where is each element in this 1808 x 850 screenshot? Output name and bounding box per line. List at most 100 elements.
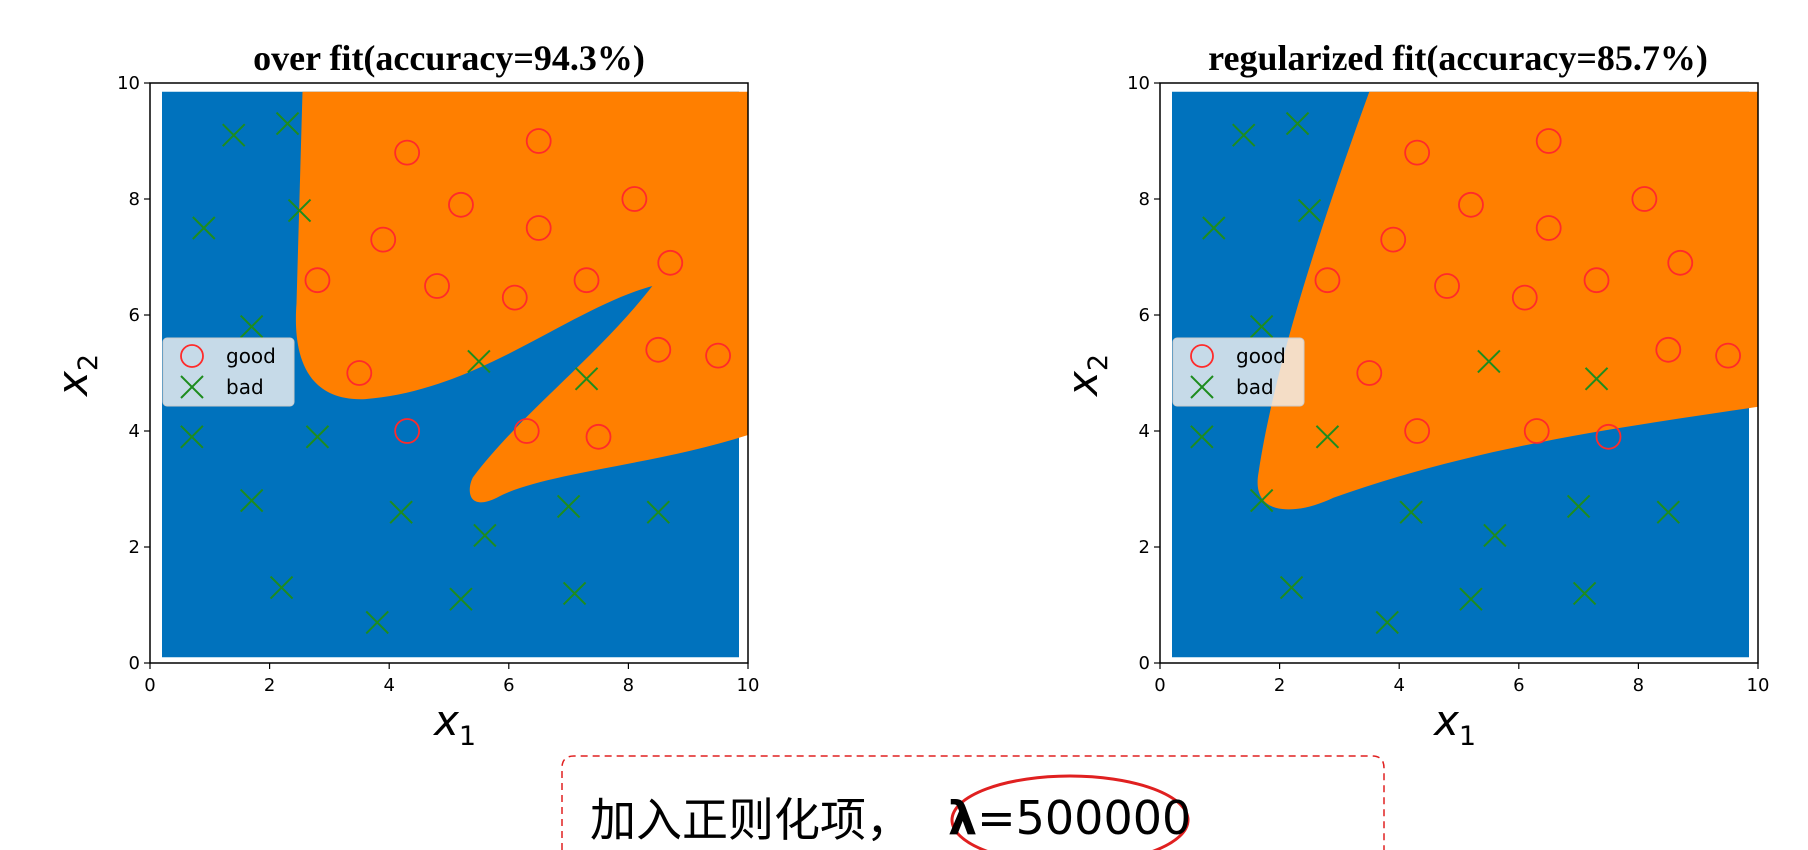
bad-point (556, 494, 581, 519)
good-point (621, 186, 648, 212)
y-tick-label: 6 (1139, 305, 1150, 326)
good-point (705, 342, 731, 369)
good-point (1511, 284, 1538, 311)
chart-title: regularized fit(accuracy=85.7%) (1208, 38, 1708, 78)
good-point (394, 139, 421, 166)
bad-point (269, 575, 294, 600)
x-tick-label: 6 (1513, 675, 1524, 696)
good-point (573, 267, 600, 294)
bad-point (1375, 610, 1399, 635)
bad-point (1584, 367, 1609, 391)
good-point (1404, 418, 1431, 444)
scatter-markers (1190, 111, 1741, 635)
y-tick-label: 0 (129, 653, 140, 674)
bad-point (574, 367, 599, 391)
y-tick-label: 8 (1139, 189, 1150, 210)
legend-label-good: good (226, 344, 276, 368)
x-tick-label: 4 (383, 675, 394, 696)
bad-point (1297, 198, 1322, 223)
good-point (525, 128, 552, 154)
y-tick-label: 0 (1139, 653, 1150, 674)
bad-point (1202, 216, 1226, 240)
y-tick-label: 10 (1127, 73, 1150, 94)
y-tick-label: 2 (1139, 537, 1150, 558)
x-tick-label: 4 (1393, 675, 1404, 696)
bad-point (1190, 425, 1214, 449)
bad-point (1656, 500, 1681, 524)
legend-box (1172, 337, 1305, 407)
x-tick-label: 10 (1747, 675, 1770, 696)
good-point (1631, 186, 1658, 212)
legend-x-marker (1190, 375, 1214, 399)
good-point (1595, 423, 1622, 450)
y-axis-label: x2 (1058, 354, 1114, 398)
annotation-lambda: λ=500000 (948, 791, 1191, 845)
bad-point (1315, 425, 1340, 449)
highlight-ellipse (950, 774, 1190, 850)
y-tick-label: 6 (129, 305, 140, 326)
x-axis-label: x1 (432, 696, 476, 752)
region-good (295, 91, 748, 503)
good-point (424, 273, 450, 299)
legend: good bad (162, 337, 295, 407)
plot-area (162, 91, 748, 658)
legend-circle-marker (180, 344, 204, 368)
x-tick-label: 8 (1633, 675, 1644, 696)
good-point (448, 191, 474, 218)
axes-frame (149, 82, 749, 664)
x-tick-label: 2 (264, 675, 275, 696)
good-point (657, 249, 684, 276)
x-tick-label: 6 (503, 675, 514, 696)
bad-point (1249, 314, 1274, 339)
bad-point (467, 349, 491, 374)
good-point (304, 267, 331, 294)
bad-point (275, 111, 300, 136)
x-tick-label: 0 (144, 675, 155, 696)
bad-point (1232, 123, 1256, 147)
y-tick-label: 2 (129, 537, 140, 558)
y-tick-label: 4 (1139, 421, 1150, 442)
good-point (1380, 226, 1407, 253)
legend-label-bad: bad (226, 375, 264, 399)
legend-circle-marker (1190, 344, 1214, 368)
good-point (645, 336, 672, 363)
bad-point (1483, 523, 1507, 548)
good-point (1535, 128, 1562, 154)
bad-point (1285, 111, 1310, 136)
chart-regularized: regularized fit(accuracy=85.7%) 0 2 4 6 8 100… (1058, 38, 1769, 752)
good-point (513, 418, 540, 444)
good-point (525, 215, 552, 241)
bad-point (562, 581, 587, 606)
bad-point (1572, 581, 1597, 606)
bad-point (473, 523, 497, 548)
bad-point (180, 425, 204, 449)
legend-x-marker (180, 375, 204, 399)
axis-ticks: 0 2 4 6 8 10 0 2 4 6 8 10 (1127, 73, 1769, 696)
y-tick-label: 8 (129, 189, 140, 210)
good-point (1434, 273, 1460, 299)
x-tick-label: 0 (1154, 675, 1165, 696)
bad-point (1459, 587, 1483, 611)
annotation-box: 加入正则化项， λ=500000 (561, 755, 1385, 850)
bad-point (239, 488, 264, 513)
bad-point (1249, 488, 1274, 513)
bad-point (1566, 494, 1591, 519)
good-point (1583, 267, 1610, 294)
bad-point (305, 425, 330, 449)
dashed-callout-border (561, 755, 1385, 850)
y-tick-label: 4 (129, 421, 140, 442)
annotation-prefix: 加入正则化项， (590, 793, 912, 847)
bad-point (239, 314, 264, 339)
legend-label-bad: bad (1236, 375, 1274, 399)
scatter-markers (180, 111, 731, 635)
bad-point (287, 198, 312, 223)
axes-frame (1159, 82, 1759, 664)
bad-point (389, 500, 413, 524)
good-point (1458, 191, 1484, 218)
x-tick-label: 2 (1274, 675, 1285, 696)
legend: good bad (1172, 337, 1305, 407)
y-axis-label: x2 (48, 354, 104, 398)
good-point (370, 226, 397, 253)
legend-label-good: good (1236, 344, 1286, 368)
good-point (346, 360, 373, 386)
